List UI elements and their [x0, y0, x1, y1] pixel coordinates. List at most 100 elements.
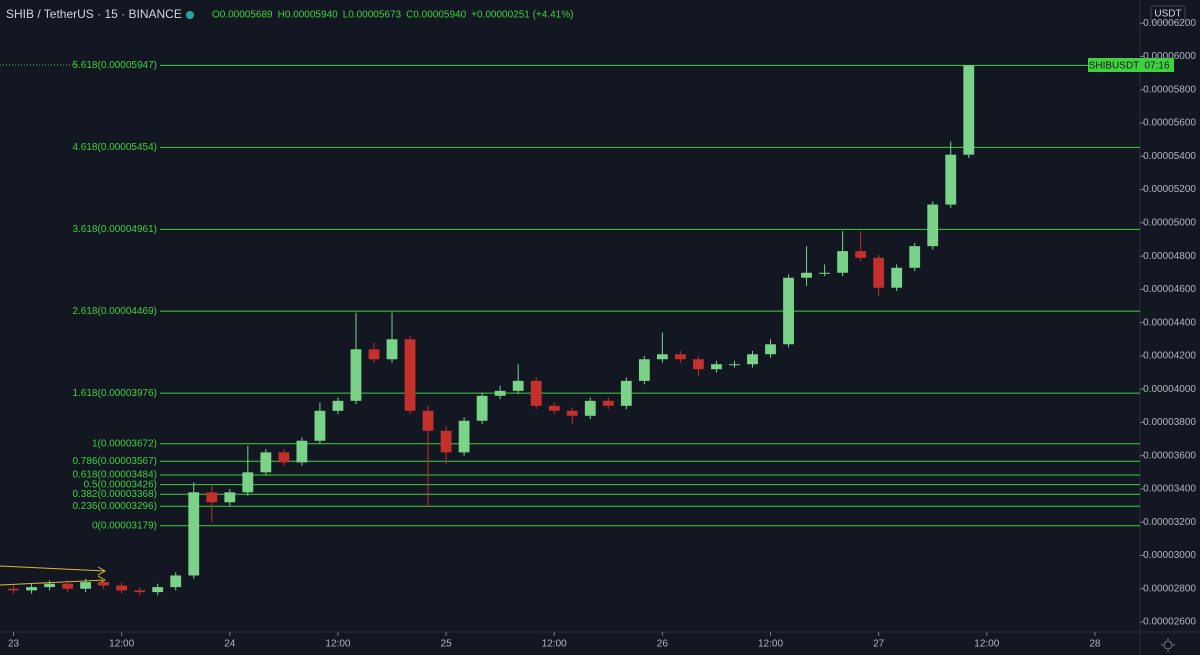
channel-line: [0, 565, 106, 572]
fib-label: 3.618(0.00004961): [72, 224, 157, 235]
y-tick-label: 0.00002600: [1143, 617, 1196, 628]
candle-body: [206, 492, 218, 503]
candle-body: [368, 349, 380, 360]
candle-body: [278, 452, 290, 463]
candle-body: [963, 65, 975, 155]
fib-label: 0(0.00003179): [92, 520, 157, 531]
candle-body: [783, 277, 794, 345]
y-tick-label: 0.00005000: [1143, 218, 1196, 229]
y-tick-label: 0.00004200: [1143, 351, 1196, 362]
candle-body: [765, 344, 776, 355]
y-tick-label: 0.00003800: [1143, 417, 1196, 428]
candle-body: [350, 349, 362, 401]
y-tick-label: 0.00004400: [1143, 317, 1196, 328]
candle-body: [512, 380, 524, 391]
x-tick-label: 25: [441, 639, 453, 650]
candle-body: [458, 420, 470, 453]
ohlc-value: H0.00005940: [278, 10, 338, 21]
ohlc-value: O0.00005689: [212, 10, 273, 21]
candle-body: [837, 251, 849, 273]
settings-icon[interactable]: [1161, 638, 1175, 652]
candle-body: [476, 395, 488, 421]
ohlc-legend: O0.00005689 H0.00005940 L0.00005673 C0.0000…: [212, 10, 573, 21]
y-tick-label: 0.00004000: [1143, 384, 1196, 395]
candle-body: [566, 410, 578, 416]
candle-body: [188, 492, 200, 576]
candle-body: [873, 257, 885, 288]
candle-body: [152, 587, 164, 593]
fib-label: 0.786(0.00003567): [72, 456, 157, 467]
x-tick-label: 28: [1089, 639, 1101, 650]
fib-label: 0.5(0.00003426): [84, 479, 157, 490]
candle-body: [891, 267, 903, 288]
candle-body: [134, 590, 146, 593]
countdown: 07:16: [1144, 61, 1169, 72]
candle-body: [602, 400, 614, 406]
fib-label: 0.382(0.00003368): [72, 489, 157, 500]
candle-body: [927, 204, 939, 247]
x-tick-label: 12:00: [542, 639, 567, 650]
candle-body: [530, 380, 542, 406]
candle-body: [945, 154, 957, 205]
fib-label: 1.618(0.00003976): [72, 388, 157, 399]
candle-body: [386, 339, 398, 360]
candle-body: [819, 272, 830, 274]
candle-body: [26, 587, 37, 591]
x-tick-label: 12:00: [109, 639, 134, 650]
x-tick-label: 23: [8, 639, 20, 650]
candle-body: [116, 585, 128, 591]
candle-body: [98, 582, 110, 586]
candle-body: [404, 339, 416, 411]
candle-body: [440, 430, 452, 453]
fib-label: 5.618(0.00005947): [72, 60, 157, 71]
candle-body: [80, 582, 92, 589]
candle-body: [260, 452, 272, 473]
fib-label: 1(0.00003672): [92, 438, 157, 449]
currency-box[interactable]: [1150, 5, 1186, 23]
candle-body: [296, 440, 308, 463]
y-tick-label: 0.00005800: [1143, 84, 1196, 95]
candle-body: [620, 380, 632, 406]
candle-body: [548, 405, 560, 411]
candle-body: [656, 354, 668, 360]
y-tick-label: 0.00003600: [1143, 450, 1196, 461]
fib-label: 4.618(0.00005454): [72, 142, 157, 153]
ticker-tag: SHIBUSDT: [1089, 61, 1140, 72]
candle-body: [314, 410, 326, 441]
ohlc-value: L0.00005673: [343, 10, 402, 21]
y-tick-label: 0.00004600: [1143, 284, 1196, 295]
y-tick-label: 0.00003000: [1143, 550, 1196, 561]
candle-body: [170, 575, 182, 588]
x-tick-label: 12:00: [974, 639, 999, 650]
candle-body: [711, 364, 722, 370]
fib-label: 0.236(0.00003296): [72, 501, 157, 512]
candle-body: [584, 400, 596, 416]
ohlc-value: C0.00005940: [406, 10, 466, 21]
y-tick-label: 0.00005200: [1143, 184, 1196, 195]
candle-body: [62, 583, 73, 589]
ticker-tag-box: [1088, 58, 1140, 72]
candle-body: [855, 251, 867, 258]
y-tick-label: 0.00005600: [1143, 118, 1196, 129]
y-tick-label: 0.00002800: [1143, 583, 1196, 594]
x-tick-label: 26: [657, 639, 669, 650]
x-tick-label: 12:00: [325, 639, 350, 650]
candle-body: [44, 583, 55, 588]
x-tick-label: 27: [873, 639, 885, 650]
candle-body: [332, 400, 344, 411]
candle-body: [8, 588, 19, 591]
y-tick-label: 0.00004800: [1143, 251, 1196, 262]
candle-body: [729, 364, 740, 366]
y-tick-label: 0.00003400: [1143, 484, 1196, 495]
y-tick-label: 0.00006000: [1143, 51, 1196, 62]
currency: USDT: [1154, 9, 1181, 20]
candle-body: [801, 272, 812, 278]
candle-body: [242, 472, 254, 493]
candle-body: [747, 354, 758, 365]
candle-body: [422, 410, 434, 431]
fib-label: 2.618(0.00004469): [72, 306, 157, 317]
ohlc-value: +0.00000251 (+4.41%): [471, 10, 573, 21]
